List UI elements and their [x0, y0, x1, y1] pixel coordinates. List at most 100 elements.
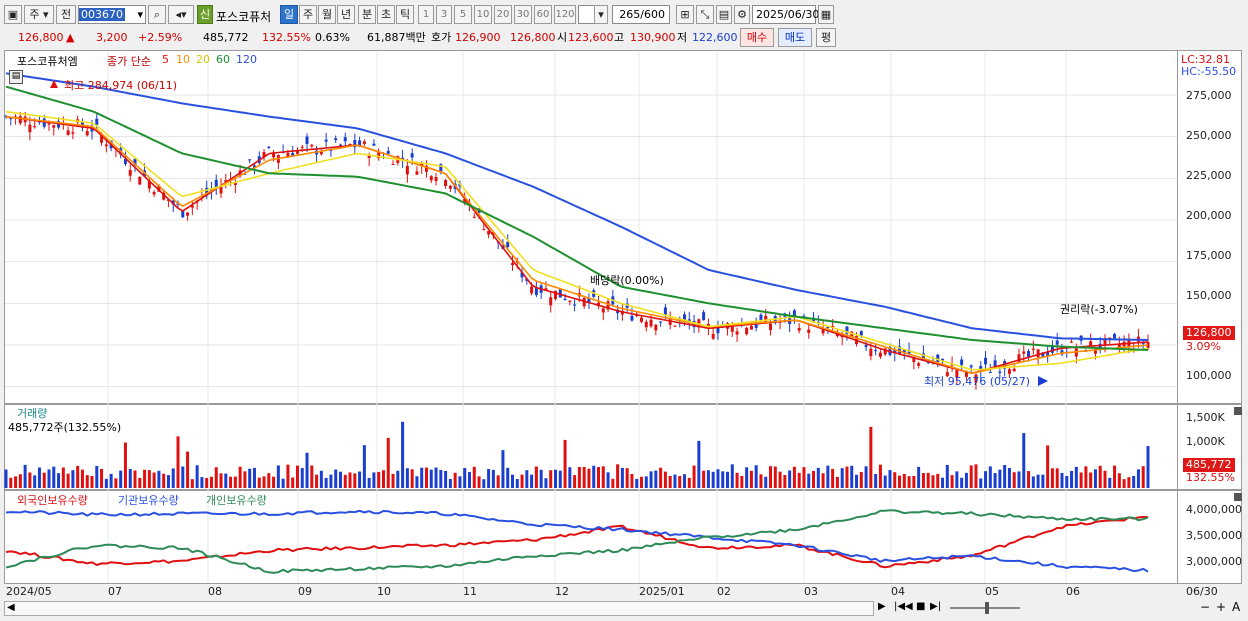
volume-bar-92 — [444, 470, 448, 488]
volume-bar-25 — [123, 442, 127, 488]
volume-bar-135 — [649, 471, 653, 488]
candle-body-27 — [133, 158, 137, 165]
bid-price-2: 126,800 — [510, 31, 556, 44]
candle-body-105 — [506, 241, 510, 247]
calendar-icon[interactable]: ▦ — [818, 5, 834, 24]
volume-bar-232 — [1113, 465, 1117, 488]
minute-30[interactable]: 30 — [514, 5, 532, 24]
x-label-09: 09 — [298, 585, 312, 598]
volume-bar-73 — [353, 473, 357, 488]
minute-1[interactable]: 1 — [418, 5, 434, 24]
zoom-slider-thumb[interactable] — [985, 602, 989, 614]
candle-body-201 — [964, 372, 968, 377]
holdings-panel[interactable] — [4, 490, 1178, 584]
scroll-last-icon[interactable]: ▶| — [930, 601, 942, 612]
candle-body-26 — [128, 169, 132, 176]
tab-month[interactable]: 월 — [318, 5, 336, 24]
volume-bar-199 — [955, 471, 959, 488]
date-input[interactable]: 2025/06/30 — [752, 5, 819, 24]
scroll-left-icon[interactable]: ◀ — [7, 602, 15, 613]
tab-day[interactable]: 일 — [280, 5, 298, 24]
horizontal-scrollbar[interactable]: ◀ — [4, 601, 874, 616]
stock-code-input[interactable]: 003670 ▾ — [78, 5, 146, 24]
volume-bar-150 — [721, 471, 725, 488]
candle-body-179 — [859, 331, 863, 336]
minute-10[interactable]: 10 — [474, 5, 492, 24]
scroll-first-icon[interactable]: |◀◀ — [894, 601, 913, 612]
chart-type-badge[interactable]: 신 — [197, 5, 213, 24]
volume-bar-87 — [420, 467, 424, 488]
volume-bar-74 — [358, 471, 362, 488]
save-icon[interactable]: ▤ — [716, 5, 732, 24]
tab-minute[interactable]: 분 — [358, 5, 376, 24]
candle-body-38 — [186, 212, 190, 216]
settings-gear-icon[interactable]: ⚙ — [734, 5, 750, 24]
candle-body-158 — [759, 314, 763, 322]
candle-body-199 — [955, 370, 959, 378]
volume-bar-80 — [386, 437, 390, 488]
sell-button[interactable]: 매도 — [778, 28, 812, 47]
y-tick-175000: 175,000 — [1186, 249, 1232, 262]
volume-bar-157 — [754, 465, 758, 488]
volume-bar-17 — [85, 475, 89, 488]
volume-bar-107 — [515, 479, 519, 488]
chart-menu-icon[interactable]: ▤ — [9, 70, 23, 84]
volume-bar-79 — [381, 470, 385, 488]
minute-5[interactable]: 5 — [454, 5, 472, 24]
buy-button[interactable]: 매수 — [740, 28, 774, 47]
minute-20[interactable]: 20 — [494, 5, 512, 24]
zoom-out-icon[interactable]: − — [1200, 600, 1211, 614]
volume-bar-60 — [291, 477, 295, 488]
volume-bar-29 — [143, 469, 147, 488]
count-input[interactable]: 265/600 — [612, 5, 670, 24]
candle-body-220 — [1055, 340, 1059, 345]
lc-value: LC:32.81 — [1181, 53, 1231, 66]
tab-week[interactable]: 주 — [299, 5, 317, 24]
candle-body-195 — [936, 354, 940, 363]
volume-bar-239 — [1146, 446, 1150, 488]
stock-code-value: 003670 — [79, 8, 125, 21]
crosshair-icon[interactable]: ⊞ — [676, 5, 694, 24]
tab-year[interactable]: 년 — [337, 5, 355, 24]
period-select[interactable]: 주 ▾ — [24, 5, 54, 24]
volume-bar-218 — [1046, 445, 1050, 488]
candle-body-202 — [969, 365, 973, 368]
scroll-right-icon[interactable]: ▶ — [878, 601, 886, 612]
volume-bar-23 — [114, 478, 118, 488]
volume-bar-9 — [47, 469, 51, 488]
volume-bar-203 — [974, 464, 978, 488]
candle-body-35 — [171, 200, 175, 205]
prev-button[interactable]: 전 — [56, 5, 76, 24]
tab-second[interactable]: 초 — [377, 5, 395, 24]
candle-body-60 — [291, 152, 295, 157]
candle-body-166 — [797, 328, 801, 331]
search-icon[interactable]: ⌕ — [148, 5, 166, 24]
font-size-icon[interactable]: A — [1232, 600, 1241, 614]
stop-icon[interactable]: ■ — [916, 601, 926, 612]
minute-3[interactable]: 3 — [436, 5, 452, 24]
window-menu-icon[interactable]: ▣ — [4, 5, 22, 24]
volume-panel[interactable] — [4, 404, 1178, 490]
minute-60[interactable]: 60 — [534, 5, 552, 24]
evaluate-button[interactable]: 평 — [816, 28, 836, 47]
tab-tick[interactable]: 틱 — [396, 5, 414, 24]
zoom-in-icon[interactable]: + — [1216, 600, 1227, 614]
candle-body-14 — [71, 132, 75, 134]
draw-tool-icon[interactable]: ⤡ — [696, 5, 714, 24]
minute-120[interactable]: 120 — [554, 5, 576, 24]
volume-collapse-icon[interactable] — [1234, 407, 1242, 415]
volume-bar-51 — [248, 468, 252, 488]
volume-bar-36 — [176, 436, 180, 488]
candle-body-92 — [444, 180, 448, 187]
volume-bar-117 — [563, 439, 567, 488]
volume-bar-131 — [630, 473, 634, 488]
volume-bar-175 — [840, 468, 844, 488]
speaker-icon[interactable]: ◂▾ — [168, 5, 194, 24]
interval-dropdown-icon[interactable]: ▾ — [594, 5, 608, 24]
candle-body-184 — [883, 348, 887, 355]
volume-bar-94 — [453, 472, 457, 488]
code-dropdown-icon[interactable]: ▾ — [137, 8, 143, 21]
volume-bar-13 — [66, 473, 70, 488]
holdings-collapse-icon[interactable] — [1234, 493, 1242, 501]
x-label-07: 07 — [108, 585, 122, 598]
